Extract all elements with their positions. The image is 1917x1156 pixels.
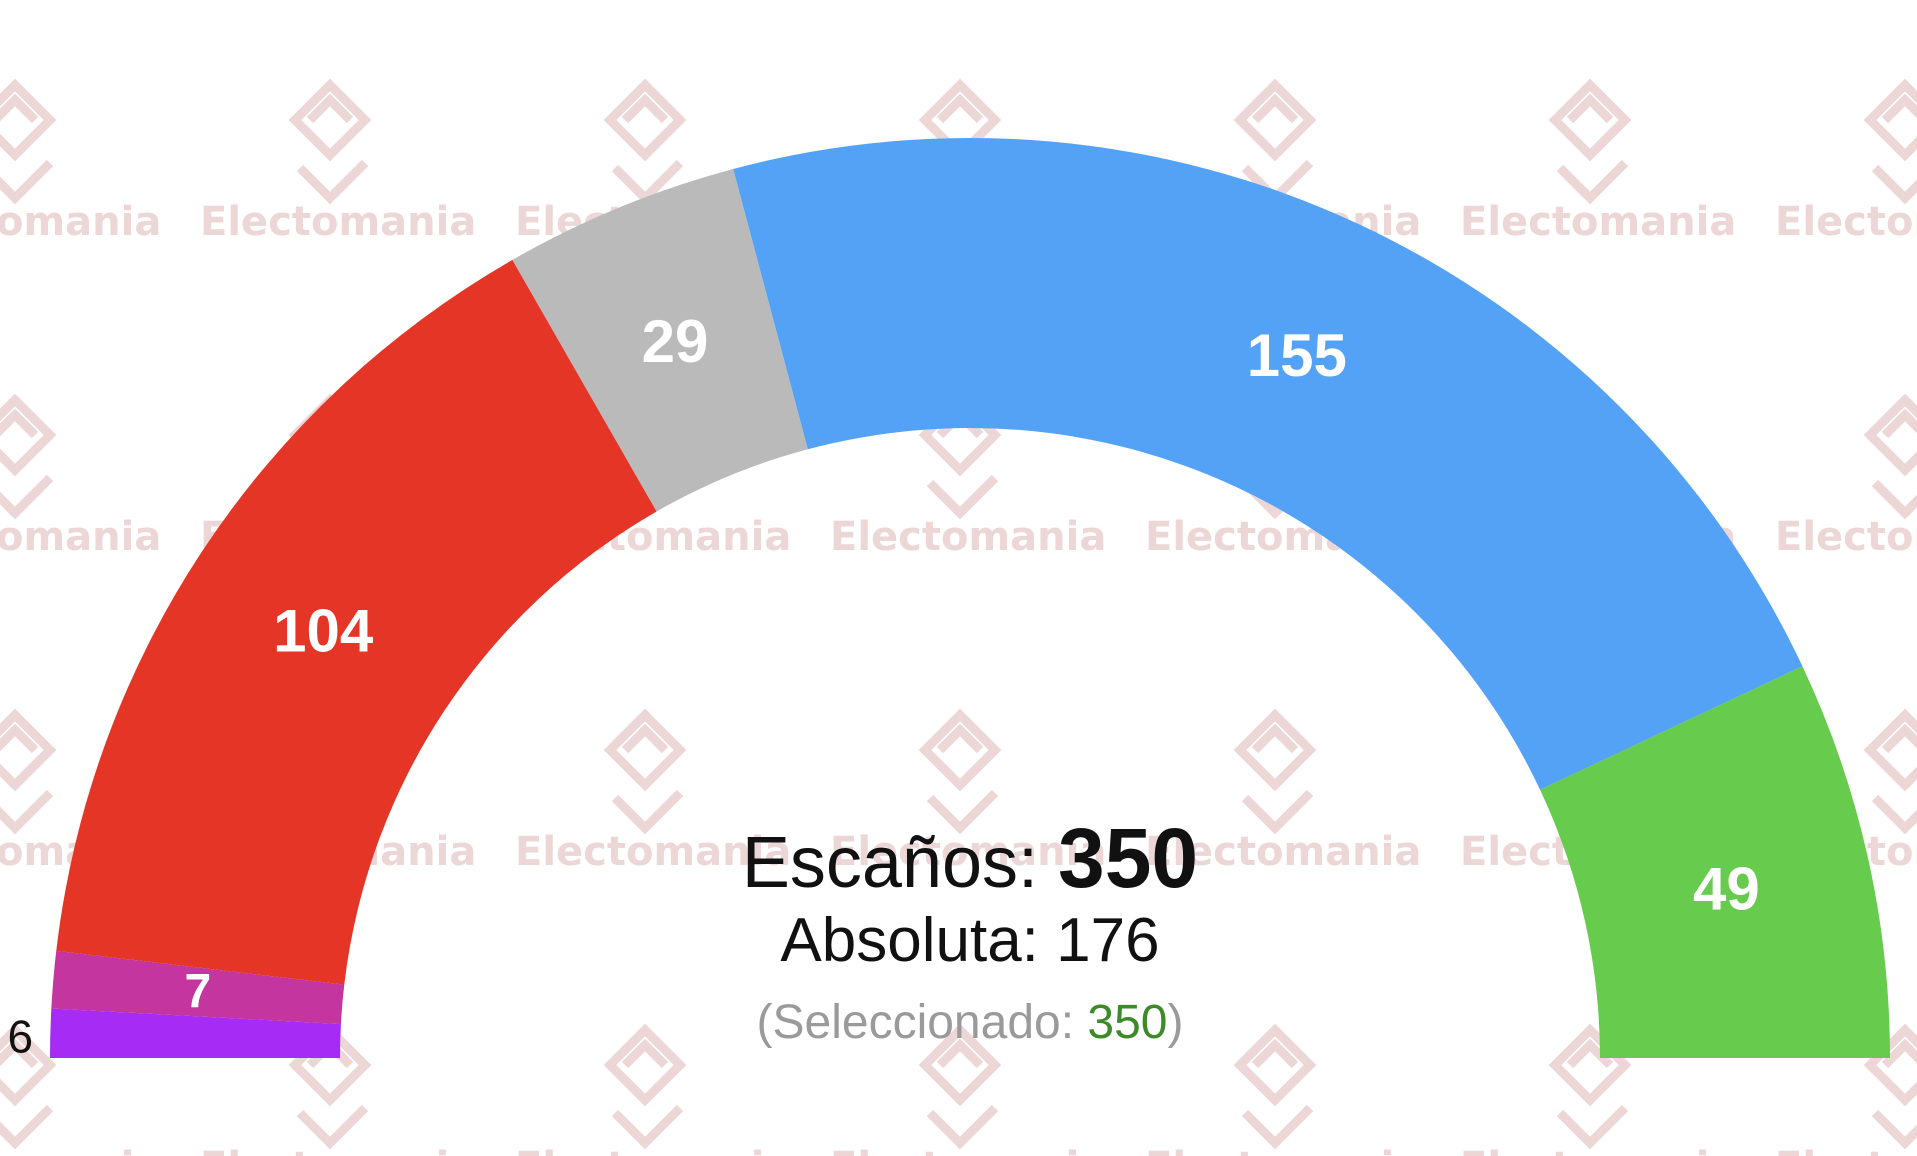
watermark-text: Electomania [1145,1144,1421,1156]
seat-labels: 6 7 104 29 155 49 [8,308,1760,1063]
majority-label: Absoluta: [780,906,1039,975]
selected-suffix: ) [1167,996,1184,1049]
seat-slice [56,259,657,985]
watermark-logo: Electomania [0,1023,161,1156]
watermark-logo: Electomania [830,1023,1106,1156]
watermark-logo: Electomania [1460,1023,1736,1156]
seat-value-label: 104 [273,598,374,665]
seat-value-label: 155 [1247,322,1347,389]
watermark-logo: Electomania [1145,1023,1421,1156]
watermark-text: Electomania [1460,1144,1736,1156]
watermark-text: Electomania [1775,1144,1917,1156]
watermark-text: Electomania [1460,199,1736,245]
watermark-text: Electomania [200,1144,476,1156]
watermark-logo: Electomania [1775,1023,1917,1156]
watermark-logo: Electomania [830,708,1106,875]
seat-value-label: 7 [184,965,211,1018]
majority-value: 176 [1056,906,1160,975]
seat-slice [51,950,345,1025]
seat-slice [512,168,808,512]
watermark-text: Electomania [1775,514,1917,560]
seat-value-label: 49 [1693,855,1760,922]
watermark-logo: Electomania [0,393,161,560]
watermark-text: Electomania [0,514,161,560]
watermark-text: Electomania [830,514,1106,560]
watermark-logo: Electomania [515,708,791,875]
watermark-text: Electomania [1775,199,1917,245]
watermark-text: Electomania [0,199,161,245]
total-seats: Escaños: 350 [0,810,1917,907]
watermark-text: Electomania [515,829,791,875]
watermark-logo: Electomania [515,1023,791,1156]
seat-slice [1540,666,1890,1058]
watermark-text: Electomania [0,1144,161,1156]
watermark-text: Electomania [1145,829,1421,875]
seat-slice [50,1008,341,1058]
watermark-text: Electomania [515,1144,791,1156]
watermark-logo: Electomania [0,78,161,245]
selected-prefix: (Seleccionado: [756,996,1088,1049]
total-seats-value: 350 [1058,811,1199,905]
watermark-logo: Electomania [200,78,476,245]
seat-value-label: 6 [8,1010,34,1062]
seat-slices [50,138,1890,1058]
watermark-logo: Electomania [1460,78,1736,245]
watermark-text: Electomania [200,199,476,245]
watermark-logo: Electomania [1775,78,1917,245]
watermark-text: Electomania [830,829,1106,875]
watermark-logo: Electomania [1145,708,1421,875]
absolute-majority: Absoluta: 176 [0,905,1917,976]
seat-slice [733,138,1803,790]
selected-seats: (Seleccionado: 350) [0,995,1917,1050]
selected-value: 350 [1087,996,1168,1049]
total-seats-label: Escaños: [741,823,1038,903]
seat-value-label: 29 [642,308,709,375]
watermark-logo: Electomania [1775,393,1917,560]
watermark-text: Electomania [830,1144,1106,1156]
